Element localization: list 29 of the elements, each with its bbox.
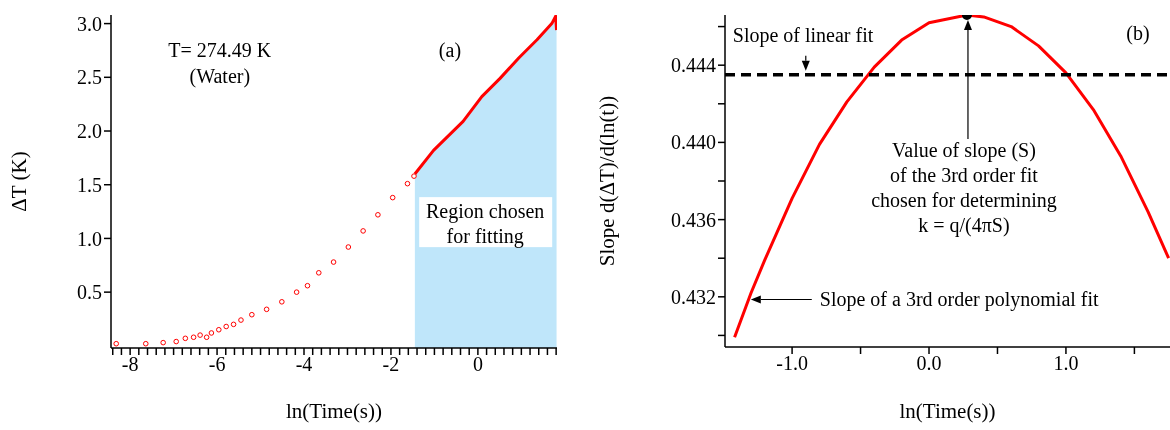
y-tick-label: 0.444 [671,54,716,77]
x-axis-title: ln(Time(s)) [899,399,996,423]
y-axis-title: Slope d(ΔT)/d(ln(t)) [595,95,619,267]
annotation: (a) [438,38,462,62]
x-tick-label: 0 [472,353,483,376]
x-tick-label: -6 [208,353,226,376]
annotation: Slope of linear fit [732,23,874,47]
y-tick-label: 3.0 [77,12,102,35]
y-tick-label: 0.440 [671,131,716,154]
y-tick-label: 2.0 [77,120,102,143]
y-tick-label: 0.432 [671,285,716,308]
x-tick-label: -8 [121,353,139,376]
x-tick-label: 0.0 [916,352,942,375]
annotation: Region chosen for fitting [426,200,545,249]
y-tick-label: 2.5 [77,66,102,89]
x-axis-title: ln(Time(s)) [285,399,383,423]
x-tick-label: -1.0 [776,352,808,375]
annotation: Value of slope (S) of the 3rd order fit chosen for determining k = q/(4πS) [871,139,1057,238]
annotation: (b) [1126,21,1150,45]
x-tick-label: -4 [295,353,313,376]
y-tick-label: 0.436 [671,208,716,231]
x-tick-label: 1.0 [1053,352,1079,375]
x-tick-label: -2 [382,353,400,376]
y-tick-label: 0.5 [77,281,102,304]
y-axis-title: ΔT (K) [7,151,31,212]
y-tick-label: 1.5 [77,173,102,196]
annotation: T= 274.49 K (Water) [168,38,272,88]
y-tick-label: 1.0 [77,227,102,250]
annotation: Slope of a 3rd order polynomial fit [819,287,1100,311]
